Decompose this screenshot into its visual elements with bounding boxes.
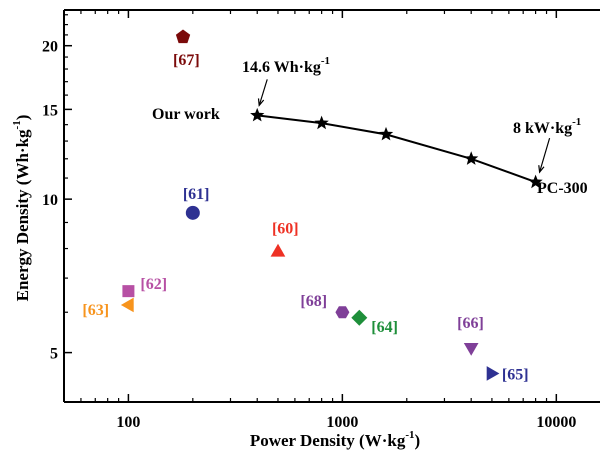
reference-point (463, 343, 479, 356)
our-work-series (250, 107, 543, 189)
reference-label: [63] (82, 302, 109, 319)
reference-point (486, 366, 500, 381)
reference-label: [64] (371, 319, 398, 336)
y-axis-title-text: Energy Density (Wh·kg (13, 129, 32, 301)
annotations (257, 79, 551, 174)
x-tick-label: 1000 (326, 414, 358, 431)
reference-point (120, 297, 134, 313)
reference-point (175, 29, 191, 44)
annotation-energy-max-text: 14.6 Wh·kg (242, 59, 321, 76)
reference-points: [67] [61] [60] [62] [63] [68] [64] [66] [65] (82, 29, 529, 383)
x-axis-title-text: Power Density (W·kg (250, 431, 406, 450)
annotation-power-max-sup: -1 (572, 116, 581, 128)
reference-point (185, 205, 200, 220)
reference-label: [60] (272, 220, 299, 237)
y-axis-title-end: ) (13, 115, 32, 121)
annotation-power-max-text: 8 kW·kg (513, 120, 572, 137)
y-tick-label: 10 (42, 192, 58, 209)
reference-label: [68] (300, 293, 327, 310)
y-axis-title-sup: -1 (11, 120, 23, 129)
annotation-arrow-power (539, 137, 551, 173)
reference-label: [66] (457, 315, 484, 332)
reference-point (335, 306, 350, 319)
annotation-energy-max-sup: -1 (321, 55, 330, 67)
y-tick-label: 20 (42, 39, 58, 56)
series-point (250, 107, 265, 122)
series-line (257, 114, 536, 184)
y-axis-title: Energy Density (Wh·kg-1) (11, 115, 32, 302)
reference-point (270, 243, 286, 257)
series-point (378, 126, 394, 141)
reference-point (351, 309, 368, 326)
reference-label: [67] (173, 52, 200, 69)
reference-label: [65] (502, 366, 529, 383)
x-axis-title: Power Density (W·kg-1) (250, 429, 420, 450)
reference-point (122, 285, 135, 298)
series-point (314, 115, 329, 130)
x-axis-title-end: ) (415, 431, 421, 450)
annotation-arrow-power-head (538, 165, 545, 174)
x-axis-title-sup: -1 (405, 429, 414, 441)
annotation-arrow-energy-head (257, 98, 265, 107)
ticks: 100 1000 10000 5 10 15 20 (42, 10, 576, 431)
x-tick-label: 10000 (536, 414, 576, 431)
reference-label: [61] (183, 186, 210, 203)
series-point (464, 151, 479, 165)
y-tick-label: 15 (42, 102, 58, 119)
axes (63, 9, 600, 403)
annotation-our-work: Our work (152, 106, 220, 123)
annotation-device-name: PC-300 (537, 180, 588, 197)
annotation-arrow-energy (258, 79, 268, 106)
annotation-energy-max: 14.6 Wh·kg-1 (242, 55, 330, 76)
reference-label: [62] (140, 276, 167, 293)
y-tick-label: 5 (50, 346, 58, 363)
series-point (528, 174, 543, 189)
x-tick-label: 100 (116, 414, 140, 431)
annotation-power-max: 8 kW·kg-1 (513, 116, 581, 137)
